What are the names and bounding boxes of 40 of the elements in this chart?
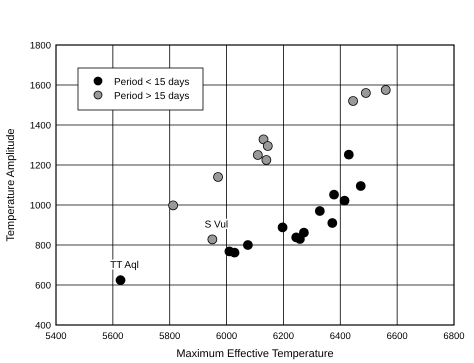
y-tick-label: 800 [35,240,51,252]
y-tick-label: 1400 [30,120,51,132]
point [261,155,272,165]
point [329,190,339,200]
x-tick-label: 5600 [102,331,124,342]
point [207,234,218,244]
point [327,218,338,228]
x-axis-title: Maximum Effective Temperature [176,348,334,360]
y-tick-label: 1200 [30,160,51,172]
point [298,228,309,238]
y-tick-label: 400 [35,320,51,332]
x-tick-label: 6400 [330,331,351,342]
point [116,275,126,286]
point [230,248,240,258]
point [213,172,223,182]
point [348,96,358,106]
point [168,200,178,210]
point [356,181,366,191]
x-tick-label: 5800 [159,331,180,342]
point [340,196,350,206]
point [380,85,391,95]
point [242,240,253,250]
point [360,88,371,98]
y-tick-label: 1800 [30,40,51,52]
x-tick-label: 6200 [272,331,294,342]
point [262,141,273,151]
point [344,150,354,160]
y-tick-label: 1600 [30,80,51,92]
point [252,150,263,160]
x-tick-label: 6000 [216,331,238,342]
x-tick-label: 6600 [386,331,408,342]
y-axis-title: Temperature Amplitude [5,128,17,242]
legend-label: Period > 15 days [114,91,190,102]
legend-label: Period < 15 days [114,77,190,88]
point [314,206,325,216]
point [278,222,288,232]
x-tick-label: 6800 [443,331,465,342]
y-tick-label: 600 [35,280,51,292]
y-tick-label: 1000 [30,200,51,212]
x-tick-label: 5400 [45,331,67,342]
